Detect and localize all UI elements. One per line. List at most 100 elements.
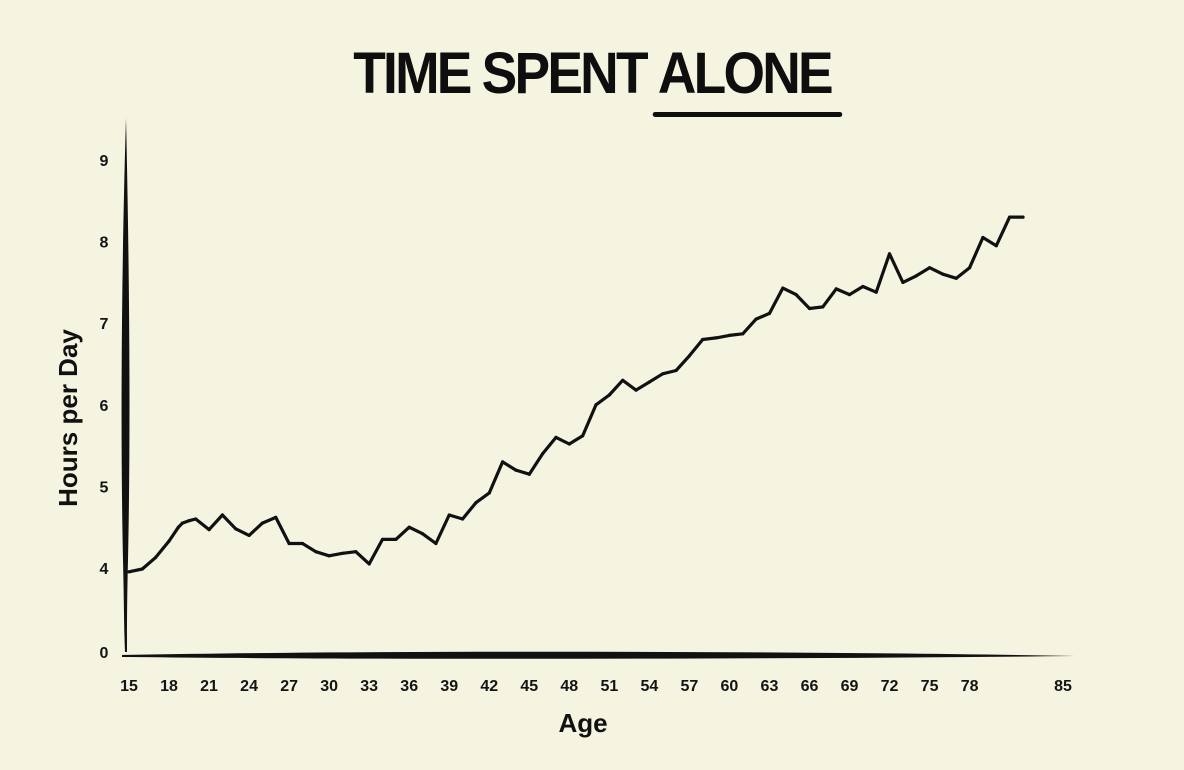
data-point — [994, 244, 998, 248]
x-tick-label: 18 — [160, 678, 178, 695]
data-point — [314, 550, 318, 554]
data-point — [661, 372, 665, 376]
data-point — [1008, 215, 1012, 219]
data-point — [567, 442, 571, 446]
x-tick-label: 27 — [280, 678, 298, 695]
x-tick-label: 69 — [841, 678, 859, 695]
data-point — [220, 513, 224, 517]
data-point — [981, 235, 985, 240]
data-point — [527, 472, 531, 476]
data-point — [127, 570, 131, 574]
series-line — [127, 215, 1025, 574]
data-point — [176, 525, 180, 529]
data-points — [127, 215, 1025, 574]
data-point — [380, 537, 385, 542]
data-point — [461, 517, 465, 521]
data-point — [154, 555, 158, 560]
data-point — [187, 519, 191, 523]
data-point — [901, 280, 905, 284]
x-tick-label: 42 — [480, 678, 498, 695]
data-point — [607, 393, 611, 397]
x-tick-labels: 15 18 21 24 27 30 33 36 39 42 45 48 51 54 57 60 63 66 69 72… — [120, 678, 1072, 695]
data-point — [167, 539, 171, 543]
data-point — [594, 403, 598, 407]
data-point — [874, 290, 878, 294]
chart-title-part1: TIME SPENT — [353, 41, 658, 106]
x-tick-label: 78 — [961, 678, 979, 695]
data-point — [207, 528, 211, 532]
data-point — [327, 554, 331, 558]
y-tick-label: 8 — [100, 235, 109, 252]
data-point — [954, 276, 958, 280]
x-tick-label: 24 — [240, 678, 258, 695]
data-point — [701, 337, 705, 342]
y-tick-label: 0 — [100, 645, 109, 662]
data-point — [807, 306, 812, 311]
data-point — [367, 562, 371, 566]
chart-title-highlight: ALONE — [652, 40, 842, 117]
data-point — [687, 354, 692, 358]
data-point — [781, 286, 785, 290]
y-tick-label: 4 — [100, 561, 109, 578]
data-point — [727, 333, 732, 337]
x-tick-label: 33 — [360, 678, 378, 695]
y-tick-label: 9 — [100, 153, 109, 170]
data-point — [621, 378, 625, 382]
data-point — [821, 305, 825, 309]
data-point — [287, 541, 291, 546]
x-tick-label: 72 — [881, 678, 899, 695]
x-tick-label: 66 — [801, 678, 819, 695]
data-point — [674, 368, 678, 373]
x-tick-label: 30 — [320, 678, 338, 695]
data-point — [1021, 215, 1025, 219]
data-point — [260, 521, 264, 525]
data-point — [340, 551, 345, 555]
x-tick-label: 54 — [640, 678, 658, 695]
chart-title-part2: ALONE — [657, 41, 834, 106]
y-tick-label: 5 — [100, 479, 109, 496]
data-point — [834, 287, 838, 291]
data-point — [514, 468, 518, 472]
title-underline — [652, 112, 842, 117]
data-point — [394, 537, 398, 542]
x-tick-label: 15 — [120, 678, 138, 695]
y-tick-labels: 0 4 5 6 7 8 9 — [100, 153, 109, 662]
data-point — [420, 532, 425, 536]
x-tick-label: 57 — [681, 678, 699, 695]
data-point — [247, 533, 251, 538]
x-tick-label: 60 — [721, 678, 739, 695]
data-point — [714, 336, 718, 340]
data-point — [434, 541, 438, 546]
data-point — [794, 293, 798, 297]
x-tick-label: 21 — [200, 678, 218, 695]
x-tick-label: 51 — [600, 678, 618, 695]
data-point — [447, 513, 451, 517]
y-tick-label: 7 — [100, 316, 109, 333]
data-point — [487, 491, 491, 495]
x-tick-label: 39 — [440, 678, 458, 695]
data-point — [194, 517, 198, 521]
x-tick-label: 75 — [921, 678, 939, 695]
data-point — [914, 274, 918, 278]
y-axis-label: Hours per Day — [53, 329, 83, 507]
x-tick-label: 36 — [400, 678, 418, 695]
x-tick-label: 45 — [520, 678, 538, 695]
data-point — [647, 380, 652, 384]
data-point — [741, 332, 745, 336]
data-point — [541, 452, 545, 456]
chart-title: TIME SPENT ALONE — [47, 40, 1136, 117]
data-point — [634, 388, 638, 392]
data-point — [140, 567, 144, 571]
x-tick-label: 63 — [761, 678, 779, 695]
data-point — [968, 266, 972, 270]
data-point — [754, 317, 758, 321]
data-point — [180, 521, 184, 525]
data-point — [274, 515, 278, 520]
data-point — [581, 434, 585, 438]
data-point — [474, 501, 478, 505]
data-point — [354, 550, 358, 554]
data-point — [234, 527, 238, 531]
data-point — [941, 272, 945, 276]
data-point — [501, 460, 505, 464]
